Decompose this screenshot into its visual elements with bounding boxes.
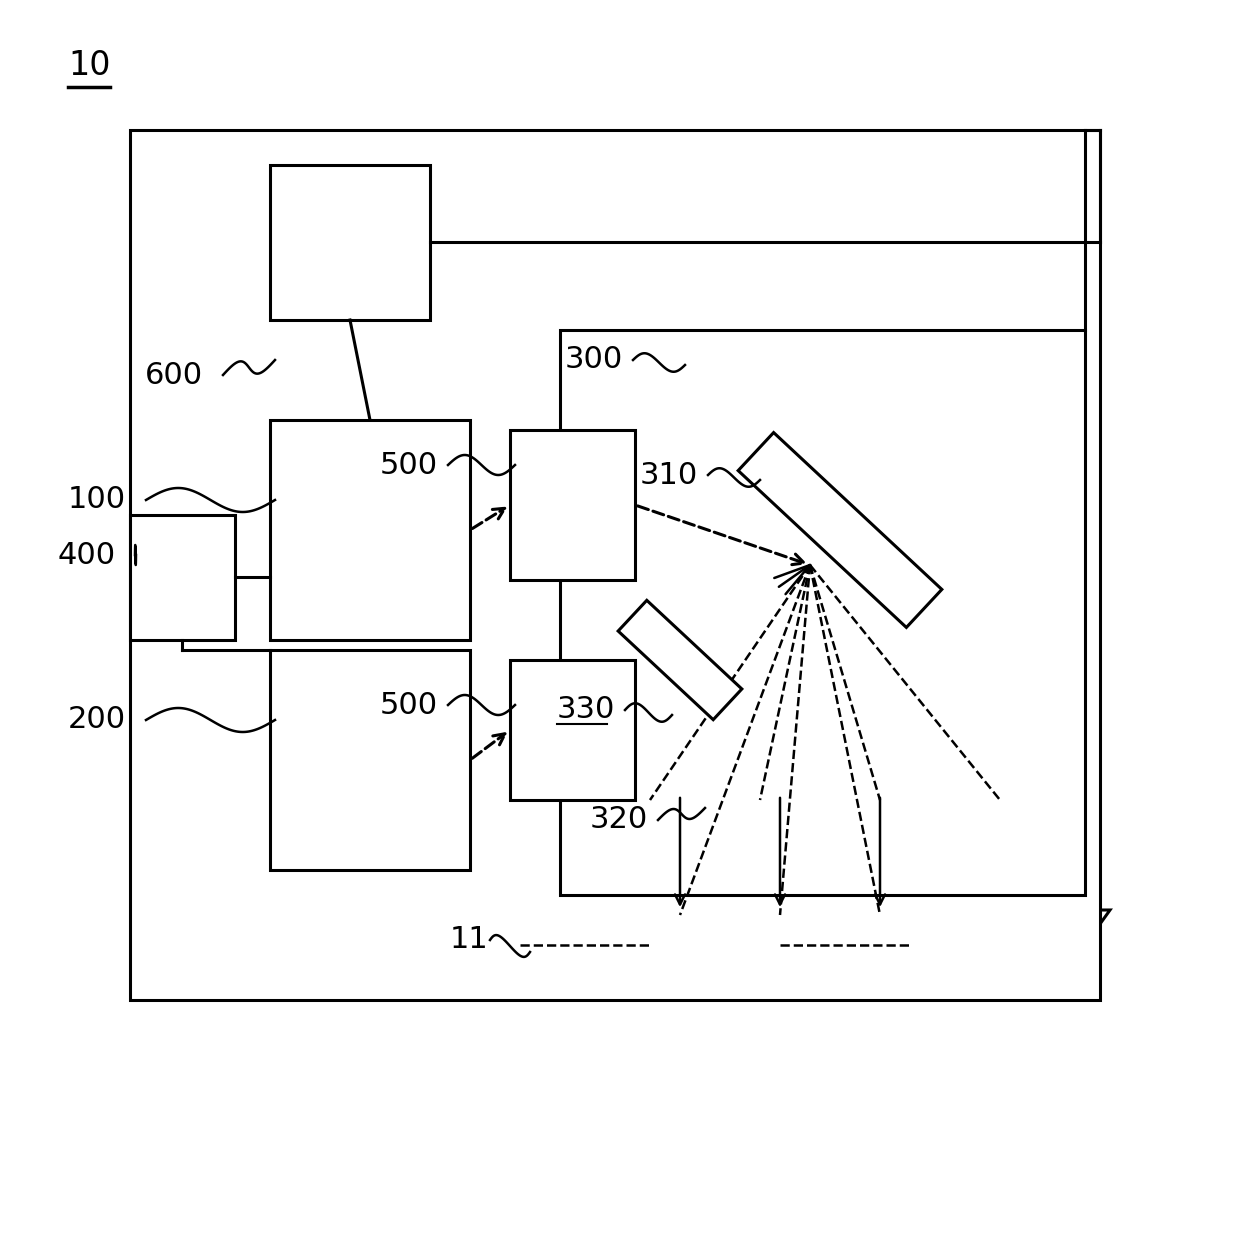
Text: 500: 500	[379, 691, 438, 720]
Polygon shape	[738, 433, 942, 627]
Text: 320: 320	[590, 805, 649, 834]
Bar	[130, 515, 236, 640]
Polygon shape	[619, 601, 742, 720]
Text: 330: 330	[557, 696, 615, 725]
Text: 300: 300	[565, 346, 624, 375]
Text: 500: 500	[379, 450, 438, 479]
Polygon shape	[430, 910, 1110, 979]
Bar	[270, 166, 430, 320]
Text: 10: 10	[68, 49, 110, 82]
Bar	[560, 330, 1085, 895]
Text: 100: 100	[68, 485, 126, 514]
Bar	[510, 660, 635, 800]
Text: 310: 310	[640, 460, 698, 489]
Text: 400: 400	[58, 540, 117, 569]
Text: 11: 11	[450, 925, 489, 954]
Bar	[510, 430, 635, 581]
Text: 200: 200	[68, 706, 126, 735]
Bar	[270, 650, 470, 870]
Text: 600: 600	[145, 360, 203, 390]
Bar	[270, 420, 470, 640]
Bar	[130, 130, 1100, 999]
